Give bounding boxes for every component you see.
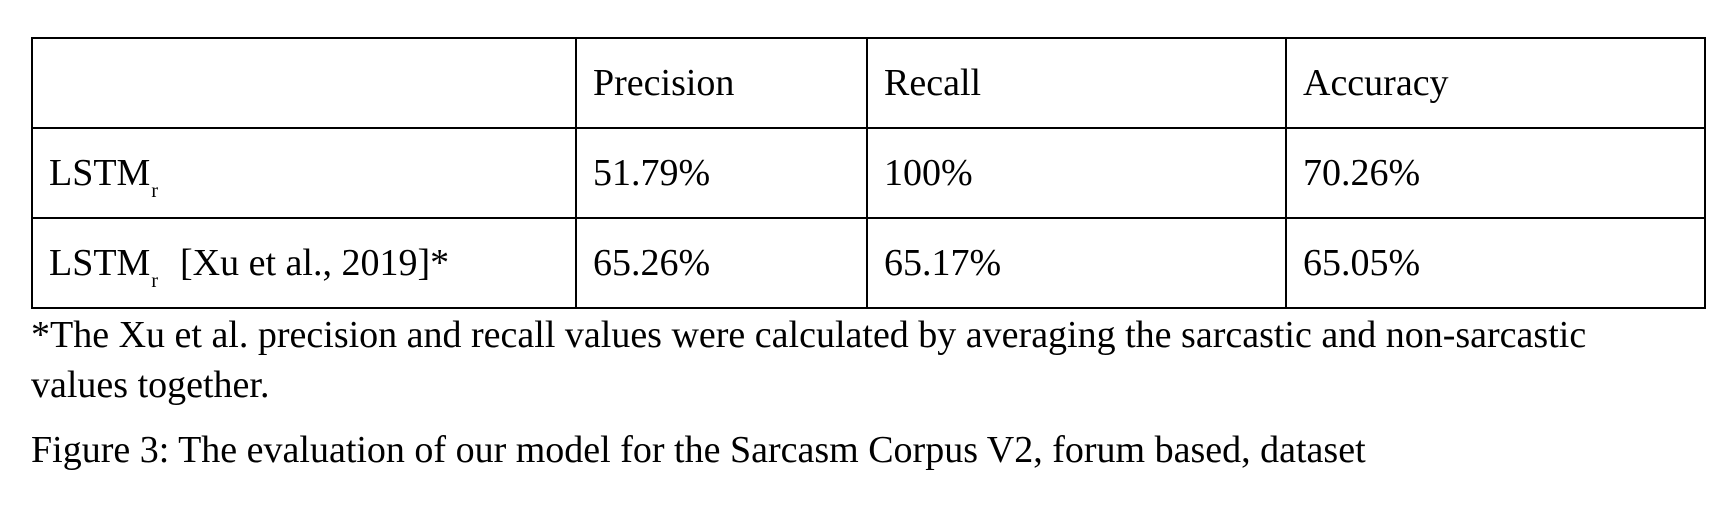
model-subscript: r — [151, 180, 159, 202]
model-cell: LSTMr — [31, 127, 577, 219]
precision-cell: 51.79% — [575, 127, 868, 219]
table-header-row: Precision Recall Accuracy — [31, 37, 1706, 129]
header-cell-accuracy: Accuracy — [1285, 37, 1706, 129]
header-cell-precision: Precision — [575, 37, 868, 129]
model-name: LSTM — [49, 152, 151, 194]
model-cell: LSTMr [Xu et al., 2019]* — [31, 217, 577, 309]
results-table: Precision Recall Accuracy LSTMr 51.79% 1… — [31, 37, 1706, 309]
recall-cell: 100% — [866, 127, 1287, 219]
table-row: LSTMr 51.79% 100% 70.26% — [31, 127, 1706, 219]
accuracy-cell: 70.26% — [1285, 127, 1706, 219]
header-cell-model — [31, 37, 577, 129]
model-subscript: r — [151, 270, 159, 292]
header-cell-recall: Recall — [866, 37, 1287, 129]
recall-cell: 65.17% — [866, 217, 1287, 309]
model-citation: [Xu et al., 2019]* — [180, 242, 450, 284]
accuracy-cell: 65.05% — [1285, 217, 1706, 309]
precision-cell: 65.26% — [575, 217, 868, 309]
model-name: LSTM — [49, 242, 151, 284]
table-row: LSTMr [Xu et al., 2019]* 65.26% 65.17% 65… — [31, 217, 1706, 309]
figure-caption: Figure 3: The evaluation of our model fo… — [31, 429, 1366, 471]
table-footnote: *The Xu et al. precision and recall valu… — [31, 314, 1587, 406]
